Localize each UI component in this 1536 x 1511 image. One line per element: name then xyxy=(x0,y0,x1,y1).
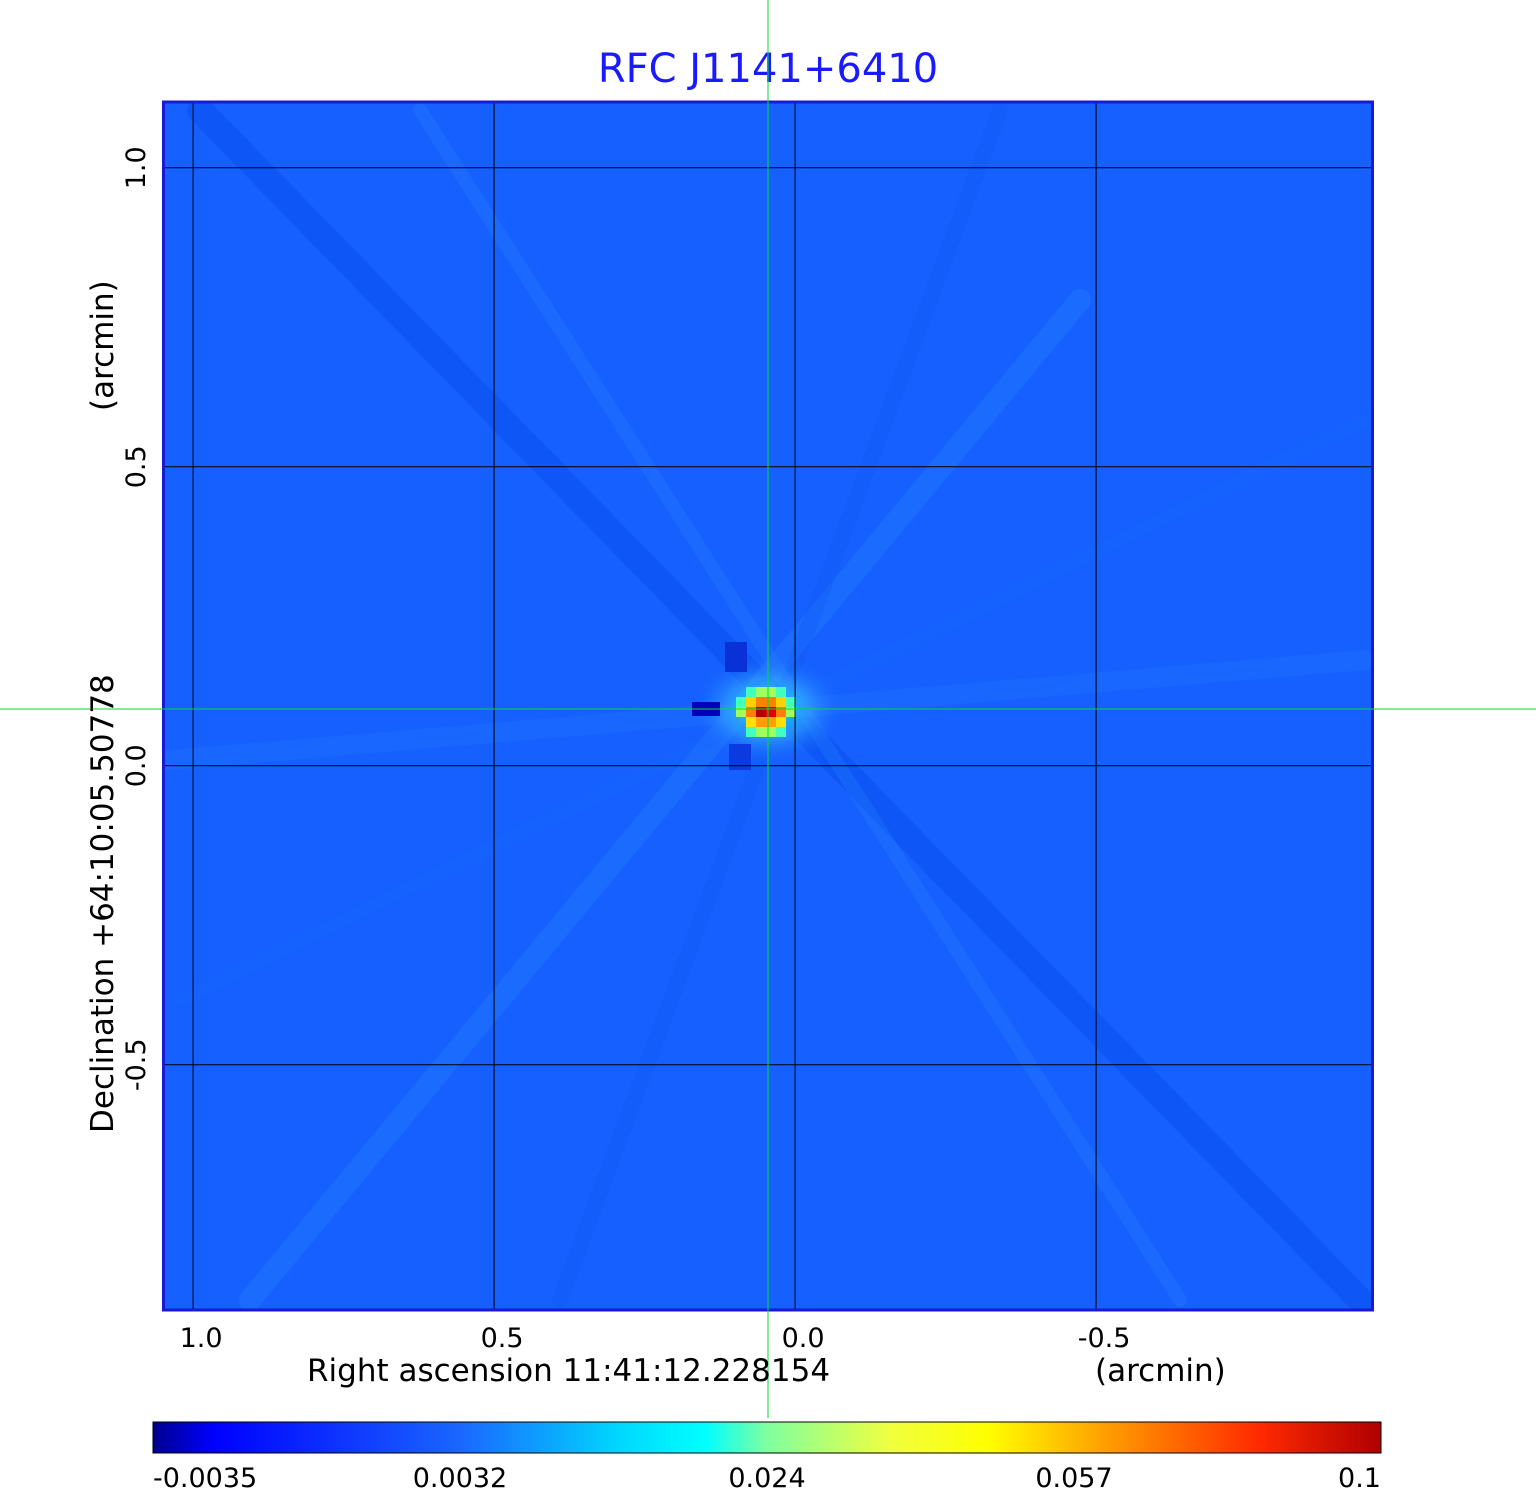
source-pixel xyxy=(776,716,786,727)
source-pixel xyxy=(736,696,746,707)
x-tick-labels: 1.0 0.5 0.0 -0.5 xyxy=(180,1323,1131,1354)
negative-sidelobe-pixel xyxy=(729,743,751,770)
colorbar-tick-label: 0.057 xyxy=(1035,1463,1112,1494)
x-tick-label: 1.0 xyxy=(180,1323,223,1354)
source-pixel xyxy=(766,716,776,727)
x-axis-unit: (arcmin) xyxy=(1095,1353,1226,1389)
source-pixel xyxy=(746,726,756,737)
colorbar xyxy=(152,1421,1382,1454)
y-tick-label: 1.0 xyxy=(121,146,152,189)
y-tick-label: 0.5 xyxy=(121,445,152,488)
x-tick-label: -0.5 xyxy=(1078,1323,1131,1354)
source-pixel xyxy=(786,706,796,717)
source-pixel xyxy=(776,696,786,707)
x-tick-label: 0.5 xyxy=(481,1323,524,1354)
source-pixel xyxy=(776,706,786,717)
source-pixel xyxy=(776,726,786,737)
colorbar-tick-labels: -0.0035 0.0032 0.024 0.057 0.1 xyxy=(153,1463,1381,1494)
y-tick-label: -0.5 xyxy=(121,1038,152,1091)
colorbar-tick-label: -0.0035 xyxy=(153,1463,257,1494)
y-tick-label: 0.0 xyxy=(121,744,152,787)
source-pixel xyxy=(736,706,746,717)
source-pixel xyxy=(756,696,766,707)
source-pixel xyxy=(746,686,756,697)
negative-sidelobe-pixel xyxy=(725,641,747,672)
y-axis-unit: (arcmin) xyxy=(85,280,121,411)
y-tick-labels: 1.0 0.5 0.0 -0.5 xyxy=(121,146,152,1091)
source-pixel xyxy=(766,696,776,707)
colorbar-tick-label: 0.024 xyxy=(728,1463,805,1494)
source-pixel xyxy=(776,686,786,697)
x-tick-label: 0.0 xyxy=(782,1323,825,1354)
colorbar-tick-label: 0.1 xyxy=(1338,1463,1381,1494)
source-pixel xyxy=(746,716,756,727)
source-pixel xyxy=(756,716,766,727)
source-pixel xyxy=(756,726,766,737)
source-pixel xyxy=(746,706,756,717)
source-pixel xyxy=(766,686,776,697)
source-pixel xyxy=(766,726,776,737)
source-pixel xyxy=(756,686,766,697)
source-pixel xyxy=(786,696,796,707)
crosshair xyxy=(0,0,1536,1418)
y-axis-label: Declination +64:10:05.50778 xyxy=(85,674,121,1133)
source-pixel xyxy=(746,696,756,707)
source-pixel xyxy=(766,706,776,717)
source-pixel xyxy=(756,706,766,717)
colorbar-tick-label: 0.0032 xyxy=(413,1463,507,1494)
x-axis-label: Right ascension 11:41:12.228154 xyxy=(307,1353,830,1389)
